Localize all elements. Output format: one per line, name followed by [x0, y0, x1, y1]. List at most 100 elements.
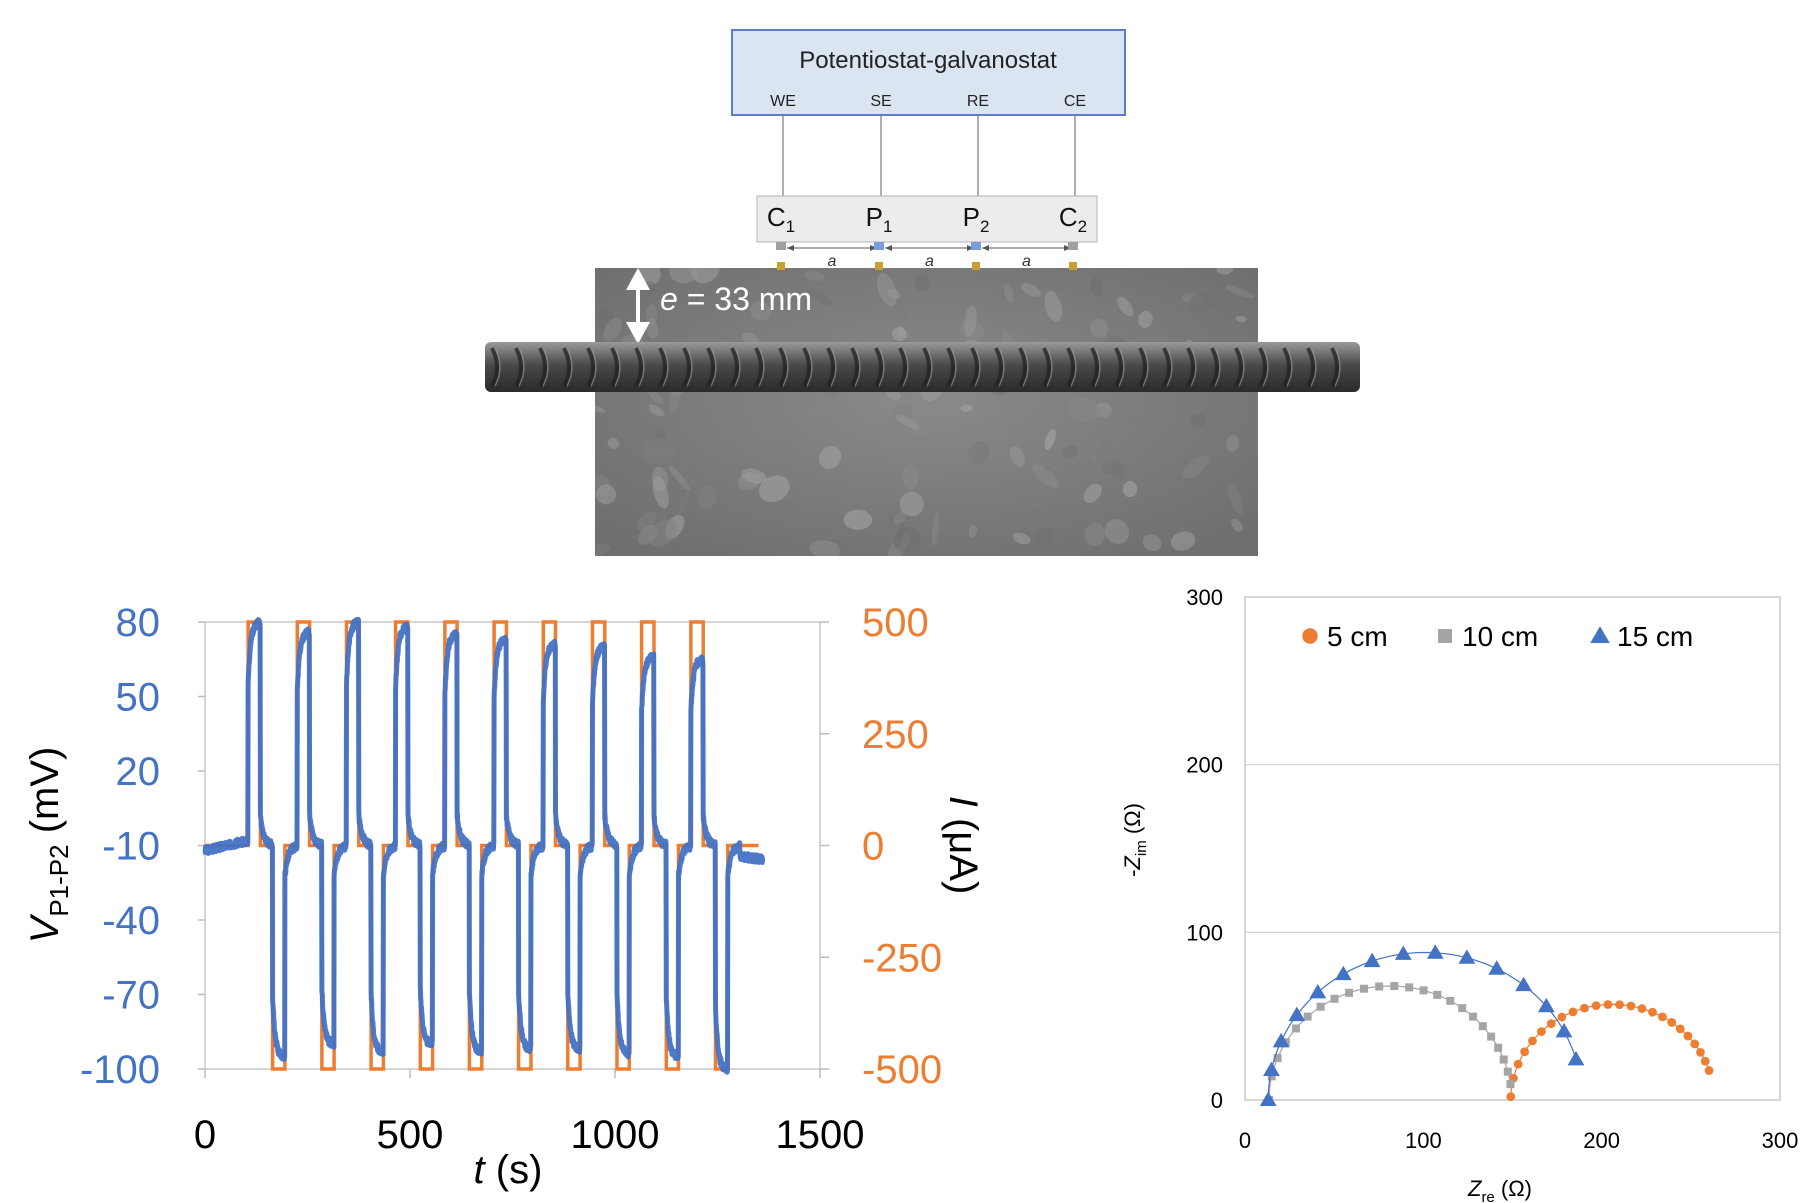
left-y-tick-label: 80: [116, 601, 161, 645]
electrode-contact: [875, 262, 883, 270]
aggregate: [698, 485, 718, 509]
data-point: [1696, 1047, 1705, 1057]
voltage-line: [202, 617, 766, 1075]
series-10cm: [1265, 982, 1515, 1104]
data-point: [1488, 960, 1506, 975]
electrode-contacts: [776, 242, 1078, 270]
rebar-rib-highlight: [518, 347, 525, 387]
left-y-tick-label: -40: [102, 899, 160, 943]
nyquist-x-tick-label: 300: [1762, 1128, 1799, 1153]
aggregate: [1089, 318, 1109, 338]
aggregate: [1009, 446, 1025, 467]
electrode-tip: [776, 242, 786, 250]
aggregate: [895, 302, 908, 324]
data-point: [1446, 996, 1455, 1005]
aggregate: [678, 490, 690, 516]
rebar-rib-highlight: [1070, 347, 1077, 387]
electrode-tip: [874, 242, 884, 250]
aggregate: [895, 522, 905, 549]
data-point: [1499, 1055, 1508, 1064]
rebar-rib: [1330, 347, 1339, 387]
electrode-contact: [972, 262, 980, 270]
data-point: [1363, 952, 1381, 968]
rebar-rib: [1018, 347, 1027, 387]
data-point: [1267, 1072, 1276, 1081]
aggregate: [1224, 411, 1238, 422]
aggregate: [741, 468, 767, 484]
aggregate: [595, 404, 606, 413]
rebar-rib-highlight: [1334, 347, 1341, 387]
rebar-rib-highlight: [902, 347, 909, 387]
aggregate: [648, 519, 678, 547]
rebar-rib: [586, 347, 595, 387]
data-point: [1263, 1061, 1280, 1077]
left-y-tick-label: -70: [102, 974, 160, 1018]
rebar-rib: [1186, 347, 1195, 387]
rebar-rib-highlight: [1238, 347, 1245, 387]
left-y-tick-label: 20: [116, 750, 161, 794]
data-point: [1394, 945, 1412, 960]
cover-depth-label: e = 33 mm: [660, 281, 812, 317]
rebar-rib-highlight: [1286, 347, 1293, 387]
aggregate: [809, 540, 841, 556]
data-point: [1555, 1022, 1573, 1038]
data-point: [1546, 1019, 1556, 1029]
aggregate: [1003, 283, 1014, 303]
rebar-rib-highlight: [1142, 347, 1149, 387]
rebar-rib: [562, 347, 571, 387]
data-point: [1637, 1004, 1647, 1013]
data-point: [1494, 1043, 1503, 1052]
rebar-rib: [970, 347, 979, 387]
electrode-labels: C1 P1 P2 C2: [767, 202, 1087, 236]
nyquist-y-tick-label: 100: [1186, 920, 1223, 945]
nyquist-y-tick-label: 300: [1186, 585, 1223, 610]
rebar-rib: [874, 347, 883, 387]
nyquist-x-axis-label: Zre (Ω): [1467, 1176, 1532, 1203]
aggregate: [1142, 534, 1162, 552]
aggregate: [1138, 310, 1153, 329]
aggregate: [1044, 429, 1056, 450]
nyquist-ticks: 0 100 200 300 0 100 200 300: [1186, 585, 1798, 1153]
x-tick-label: 1000: [571, 1113, 660, 1157]
aggregate: [964, 305, 977, 337]
rebar-rib: [802, 347, 811, 387]
rebar-rib-highlight: [758, 347, 765, 387]
aggregate: [968, 441, 990, 465]
nyquist-legend: 5 cm 10 cm 15 cm: [1302, 621, 1693, 652]
aggregate: [892, 327, 907, 342]
aggregate: [1216, 268, 1234, 275]
data-point: [1288, 1006, 1306, 1022]
rebar-rib-highlight: [686, 347, 693, 387]
data-point: [1568, 1007, 1578, 1017]
potentiostat-box: [731, 29, 1126, 116]
aggregate: [1091, 277, 1103, 297]
left-y-tick-label: -10: [102, 825, 160, 869]
aggregate: [1226, 434, 1240, 453]
data-point: [1658, 1012, 1667, 1022]
rebar-rib: [826, 347, 835, 387]
data-point: [1615, 1000, 1624, 1010]
aggregate: [1032, 464, 1060, 488]
data-point: [1557, 1012, 1567, 1022]
aggregate: [648, 389, 664, 404]
aggregate: [814, 321, 833, 349]
aggregate: [648, 404, 664, 417]
electrode-contact: [1069, 262, 1077, 270]
aggregate: [595, 543, 611, 556]
data-point: [1506, 1092, 1516, 1102]
spacing-label: a: [1022, 253, 1031, 270]
electrode-contact: [777, 262, 785, 270]
data-point: [1591, 1001, 1601, 1011]
data-point: [1272, 1032, 1290, 1048]
legend-label: 10 cm: [1462, 621, 1538, 652]
nyquist-x-tick-label: 0: [1239, 1128, 1251, 1153]
data-point: [1360, 984, 1369, 993]
aggregate: [1227, 482, 1244, 515]
aggregate: [691, 268, 721, 284]
aggregate: [1190, 413, 1206, 429]
aggregate: [1084, 441, 1097, 464]
electrode-label-p2: P2: [963, 202, 990, 236]
aggregate: [902, 463, 919, 490]
data-point: [1648, 1007, 1657, 1017]
